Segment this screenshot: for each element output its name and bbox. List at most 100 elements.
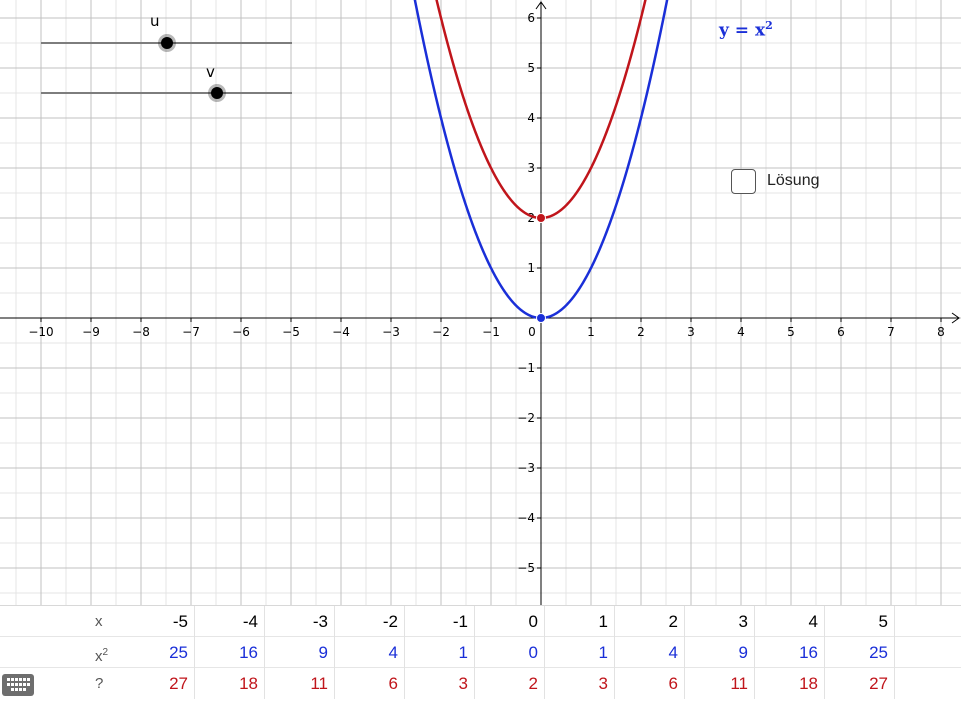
table-cell-unknown[interactable]: 3 <box>545 668 615 699</box>
table-cell-x[interactable]: 5 <box>825 606 895 637</box>
table-cell-x[interactable]: 4 <box>755 606 825 637</box>
table-cell-x-squared[interactable]: 0 <box>475 637 545 668</box>
table-cell-x-squared[interactable]: 4 <box>615 637 685 668</box>
slider-v-track[interactable] <box>41 92 292 94</box>
value-table: x -5 -4 -3 -2 -1 0 1 2 3 4 5 x2 25 16 9 4 1 0 1 4 9 16 25 ? … <box>0 605 961 701</box>
table-cell-unknown[interactable]: 11 <box>265 668 335 699</box>
table-cell-x[interactable]: -5 <box>125 606 195 637</box>
y-axis-arrow <box>535 1 547 10</box>
table-cell-x[interactable]: 1 <box>545 606 615 637</box>
slider-u-knob[interactable] <box>160 37 173 49</box>
table-cell-x-squared[interactable]: 9 <box>685 637 755 668</box>
y-axis-tick-label: 3 <box>527 161 535 175</box>
function-label-exponent: 2 <box>765 19 773 32</box>
keyboard-key <box>23 688 26 691</box>
keyboard-key <box>15 688 18 691</box>
table-cell-x-squared[interactable]: 9 <box>265 637 335 668</box>
table-row-x: x -5 -4 -3 -2 -1 0 1 2 3 4 5 <box>0 606 961 637</box>
keyboard-key <box>11 683 14 686</box>
x-axis-tick-label: 1 <box>587 325 595 339</box>
table-cell-unknown[interactable]: 3 <box>405 668 475 699</box>
solution-checkbox-box[interactable] <box>731 168 756 194</box>
slider-v-knob[interactable] <box>210 87 223 99</box>
x-axis-tick-label: −4 <box>332 325 350 339</box>
y-axis-tick-label: −2 <box>517 411 535 425</box>
coordinate-plane[interactable]: −10 −9 −8 −7 −6 −5 −4 −3 −2 −1 0 1 2 3 4 5 6 7 8123456−1−2… <box>0 0 961 605</box>
table-cell-unknown[interactable]: 18 <box>755 668 825 699</box>
table-cell-unknown[interactable]: 6 <box>615 668 685 699</box>
x-axis-tick-label: −2 <box>432 325 450 339</box>
table-cell-unknown[interactable]: 27 <box>125 668 195 699</box>
keyboard-key <box>15 683 18 686</box>
table-row-header-unknown: ? <box>95 675 104 692</box>
y-axis-tick-label: 5 <box>527 61 535 75</box>
slider-u-label: u <box>150 12 160 30</box>
x-axis-tick-label: −9 <box>82 325 100 339</box>
table-cell-x-squared[interactable]: 1 <box>405 637 475 668</box>
table-cell-x-squared[interactable]: 16 <box>195 637 265 668</box>
x-axis-arrow <box>951 312 960 324</box>
x-axis-tick-label: −5 <box>282 325 300 339</box>
y-axis-tick-label: 6 <box>527 11 535 25</box>
table-row-unknown: ? 27 18 11 6 3 2 3 6 11 18 27 <box>0 668 961 699</box>
table-cell-unknown[interactable]: 2 <box>475 668 545 699</box>
x-axis-tick-label: −3 <box>382 325 400 339</box>
solution-checkbox-label[interactable]: Lösung <box>767 172 820 189</box>
x-axis-tick-label: 6 <box>837 325 845 339</box>
y-axis-tick-label: 2 <box>527 211 535 225</box>
keyboard-key <box>19 688 22 691</box>
table-cell-x-squared[interactable]: 1 <box>545 637 615 668</box>
table-cell-x-squared[interactable]: 16 <box>755 637 825 668</box>
x-axis-tick-label: 4 <box>737 325 745 339</box>
table-cell-x-squared[interactable]: 25 <box>125 637 195 668</box>
keyboard-key <box>27 683 30 686</box>
red-vertex <box>536 213 546 223</box>
table-row-header-x: x <box>95 613 103 630</box>
keyboard-key <box>23 683 26 686</box>
x-axis-tick-label: 0 <box>528 325 536 339</box>
keyboard-key <box>27 678 30 681</box>
table-cell-x[interactable]: -1 <box>405 606 475 637</box>
solution-checkbox[interactable]: Lösung <box>731 167 820 195</box>
table-cell-unknown[interactable]: 6 <box>335 668 405 699</box>
keyboard-key <box>23 678 26 681</box>
x-axis-tick-label: 8 <box>937 325 945 339</box>
table-cell-x-squared[interactable]: 4 <box>335 637 405 668</box>
x-axis-tick-label: −10 <box>28 325 53 339</box>
blue-vertex <box>536 313 546 323</box>
graphics-view[interactable]: −10 −9 −8 −7 −6 −5 −4 −3 −2 −1 0 1 2 3 4 5 6 7 8 1 2 3 4 5 6 −1 −2… <box>0 0 961 605</box>
table-cell-unknown[interactable]: 11 <box>685 668 755 699</box>
table-row-header-x-squared: x2 <box>0 637 125 668</box>
table-cell-x[interactable]: 2 <box>615 606 685 637</box>
y-axis-tick-label: −4 <box>517 511 535 525</box>
x-axis-tick-label: 7 <box>887 325 895 339</box>
table-cell-x[interactable]: -2 <box>335 606 405 637</box>
keyboard-key <box>19 678 22 681</box>
table-row-x-squared: x2 25 16 9 4 1 0 1 4 9 16 25 <box>0 637 961 668</box>
y-axis-tick-label: −3 <box>517 461 535 475</box>
y-axis-tick-label: −5 <box>517 561 535 575</box>
table-cell-x-squared[interactable]: 25 <box>825 637 895 668</box>
x-axis-tick-label: 2 <box>637 325 645 339</box>
x-axis-tick-label: −7 <box>182 325 200 339</box>
header-sq-base: x <box>95 648 103 665</box>
table-cell-unknown[interactable]: 27 <box>825 668 895 699</box>
y-axis-tick-label: −1 <box>517 361 535 375</box>
keyboard-icon[interactable] <box>2 674 34 696</box>
function-label-base: y = x <box>719 20 766 41</box>
keyboard-key <box>15 678 18 681</box>
y-axis-tick-label: 4 <box>527 111 535 125</box>
table-cell-x[interactable]: 3 <box>685 606 755 637</box>
function-label: y = x2 <box>719 19 773 41</box>
x-axis-tick-label: 5 <box>787 325 795 339</box>
table-cell-x[interactable]: 0 <box>475 606 545 637</box>
x-axis-tick-label: 3 <box>687 325 695 339</box>
x-axis-tick-label: −1 <box>482 325 500 339</box>
table-cell-x[interactable]: -4 <box>195 606 265 637</box>
keyboard-key <box>7 678 10 681</box>
table-cell-x[interactable]: -3 <box>265 606 335 637</box>
header-sq-exp: 2 <box>102 647 109 658</box>
table-cell-unknown[interactable]: 18 <box>195 668 265 699</box>
y-axis-tick-label: 1 <box>527 261 535 275</box>
keyboard-key <box>11 688 14 691</box>
